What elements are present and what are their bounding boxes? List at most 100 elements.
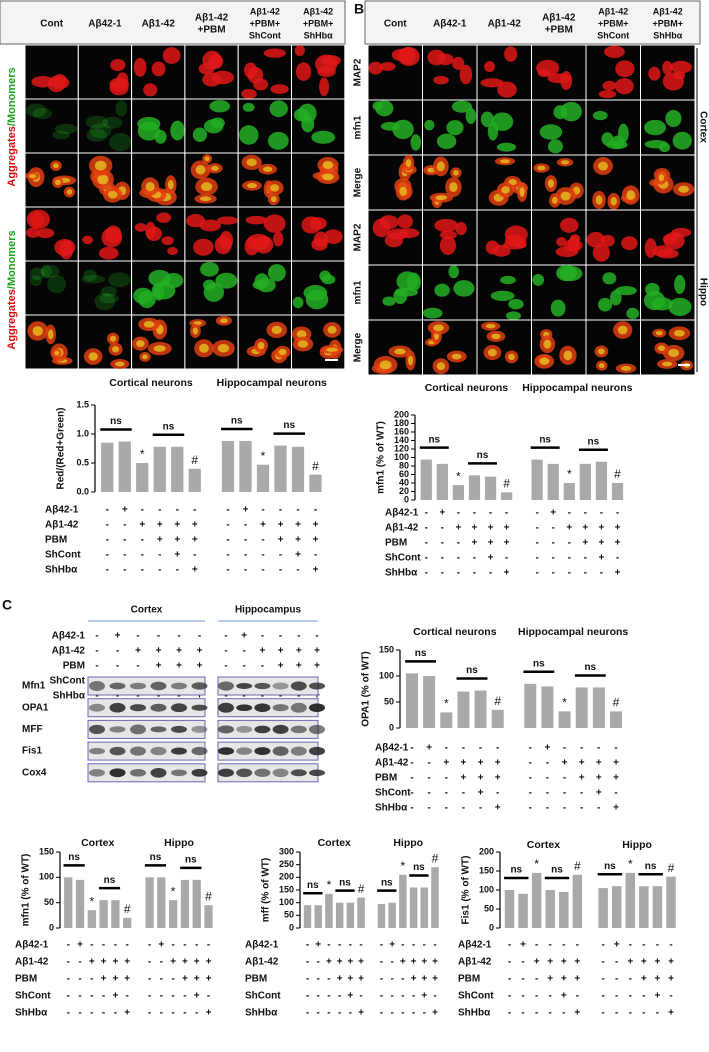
treatment-sign: + [550, 508, 556, 519]
cell [239, 125, 259, 145]
treatment-sign: - [508, 991, 511, 1002]
column-header: Cont [40, 19, 63, 30]
cell [247, 183, 257, 189]
treatment-sign: - [338, 1008, 341, 1019]
treatment-sign: + [206, 1008, 212, 1019]
treatment-sign: + [472, 538, 478, 549]
treatment-sign: + [655, 991, 661, 1002]
treatment-label: ShHbα [45, 565, 78, 576]
cell [40, 265, 60, 278]
bar [420, 887, 429, 928]
group-label: Hippo [622, 839, 652, 851]
blot-band [218, 702, 234, 713]
group-label: Cortex [318, 837, 351, 849]
annotation: # [191, 453, 198, 467]
treatment-sign: + [574, 1008, 580, 1019]
cell [85, 115, 108, 129]
treatment-sign: + [101, 974, 107, 985]
treatment-label: PBM [375, 773, 397, 784]
treatment-sign: + [112, 991, 118, 1002]
annotation: * [534, 857, 539, 871]
treatment-sign: - [401, 940, 404, 951]
cell [217, 344, 230, 353]
cell [101, 227, 123, 248]
treatment-sign: - [78, 974, 81, 985]
bar [346, 902, 355, 928]
treatment-sign: + [182, 974, 188, 985]
bar [157, 877, 166, 928]
cell [595, 195, 603, 205]
cell [267, 131, 289, 150]
y-tick-label: 300 [279, 846, 294, 856]
treatment-sign: - [410, 788, 413, 799]
blot-band [171, 747, 187, 755]
cell [484, 61, 496, 73]
cell [487, 348, 497, 357]
treatment-sign: - [441, 553, 444, 564]
blot-band [130, 769, 146, 777]
cell [209, 100, 231, 113]
treatment-sign: - [597, 803, 600, 814]
cell [66, 189, 73, 195]
row-label: mfn1 [353, 280, 364, 304]
bar [335, 902, 344, 928]
cell [112, 346, 120, 353]
group-label: Hippocampal neurons [522, 382, 632, 394]
treatment-sign: - [669, 940, 672, 951]
cell [244, 62, 258, 79]
cell [256, 278, 276, 293]
treatment-sign: - [423, 1008, 426, 1019]
cell [399, 46, 416, 65]
cell [143, 321, 155, 328]
blot-band [272, 724, 289, 735]
group-label: Cortical neurons [413, 626, 497, 638]
treatment-sign: + [135, 646, 141, 657]
bar [436, 463, 448, 500]
annotation: ns [428, 434, 440, 445]
cell [560, 191, 571, 201]
treatment-sign: + [347, 957, 353, 968]
cell [597, 348, 605, 355]
treatment-sign: - [521, 1008, 524, 1019]
cell [97, 174, 109, 185]
treatment-sign: + [488, 553, 494, 564]
cell [672, 131, 692, 150]
blot-band [130, 746, 146, 756]
blot-strip [87, 719, 206, 739]
cell [657, 345, 666, 352]
treatment-sign: - [158, 550, 161, 561]
row-label-part: /Monomers [6, 67, 18, 126]
cell [665, 110, 682, 127]
treatment-sign: + [337, 957, 343, 968]
treatment-sign: - [425, 553, 428, 564]
treatment-sign: - [67, 940, 70, 951]
blot-band [236, 704, 253, 712]
cell [296, 62, 312, 81]
annotation: ns [477, 450, 489, 461]
y-tick-label: 200 [479, 846, 494, 856]
treatment-sign: - [359, 991, 362, 1002]
y-tick-label: 20 [399, 486, 409, 496]
treatment-sign: - [106, 550, 109, 561]
treatment-label: PBM [63, 661, 85, 672]
cell [434, 218, 458, 233]
micrograph [24, 98, 79, 154]
panel-letter: B [354, 1, 364, 17]
blot-band [290, 681, 307, 691]
treatment-sign: + [260, 520, 266, 531]
cell [54, 350, 60, 356]
treatment-sign: + [194, 957, 200, 968]
cell [453, 280, 475, 297]
treatment-sign: + [432, 974, 438, 985]
treatment-sign: + [579, 773, 585, 784]
treatment-sign: - [102, 940, 105, 951]
y-axis-label: Red/(Red+Green) [56, 408, 67, 490]
treatment-sign: + [124, 974, 130, 985]
treatment-sign: + [421, 974, 427, 985]
treatment-sign: - [116, 646, 119, 657]
treatment-sign: - [157, 631, 160, 642]
blot-band [191, 682, 208, 690]
treatment-sign: + [122, 505, 128, 516]
treatment-sign: - [433, 991, 436, 1002]
